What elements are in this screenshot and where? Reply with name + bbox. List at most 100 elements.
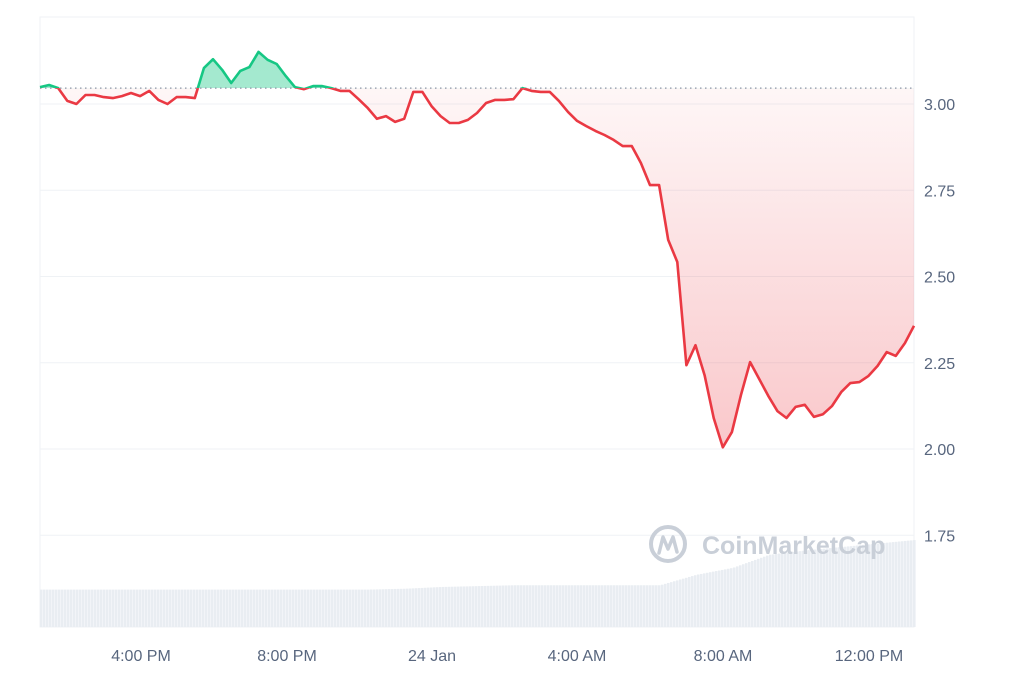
data-point[interactable] bbox=[237, 68, 243, 74]
data-point[interactable] bbox=[356, 96, 362, 102]
data-point[interactable] bbox=[647, 182, 653, 188]
data-point[interactable] bbox=[674, 259, 680, 265]
data-point[interactable] bbox=[683, 362, 689, 368]
data-point[interactable] bbox=[729, 429, 735, 435]
data-point[interactable] bbox=[911, 323, 917, 329]
data-point[interactable] bbox=[483, 100, 489, 106]
data-point[interactable] bbox=[365, 105, 371, 111]
data-point[interactable] bbox=[711, 415, 717, 421]
data-point[interactable] bbox=[793, 404, 799, 410]
data-point[interactable] bbox=[529, 88, 535, 94]
data-point[interactable] bbox=[665, 237, 671, 243]
data-point[interactable] bbox=[155, 97, 161, 103]
data-point[interactable] bbox=[656, 182, 662, 188]
data-point[interactable] bbox=[347, 88, 353, 94]
data-point[interactable] bbox=[292, 84, 298, 90]
data-point[interactable] bbox=[802, 402, 808, 408]
data-point[interactable] bbox=[756, 376, 762, 382]
data-point[interactable] bbox=[110, 95, 116, 101]
data-point[interactable] bbox=[738, 392, 744, 398]
data-point[interactable] bbox=[383, 113, 389, 119]
data-point[interactable] bbox=[246, 64, 252, 70]
data-point[interactable] bbox=[64, 98, 70, 104]
data-point[interactable] bbox=[884, 349, 890, 355]
data-point[interactable] bbox=[829, 403, 835, 409]
data-point[interactable] bbox=[73, 101, 79, 107]
data-point[interactable] bbox=[811, 414, 817, 420]
data-point[interactable] bbox=[784, 415, 790, 421]
volume-bar bbox=[562, 585, 565, 627]
data-point[interactable] bbox=[419, 89, 425, 95]
data-point[interactable] bbox=[620, 143, 626, 149]
data-point[interactable] bbox=[856, 379, 862, 385]
data-point[interactable] bbox=[228, 80, 234, 86]
data-point[interactable] bbox=[219, 67, 225, 73]
data-point[interactable] bbox=[875, 363, 881, 369]
data-point[interactable] bbox=[538, 89, 544, 95]
data-point[interactable] bbox=[902, 340, 908, 346]
data-point[interactable] bbox=[501, 97, 507, 103]
data-point[interactable] bbox=[629, 143, 635, 149]
data-point[interactable] bbox=[183, 94, 189, 100]
data-point[interactable] bbox=[556, 98, 562, 104]
data-point[interactable] bbox=[838, 389, 844, 395]
data-point[interactable] bbox=[401, 116, 407, 122]
data-point[interactable] bbox=[574, 118, 580, 124]
data-point[interactable] bbox=[374, 116, 380, 122]
data-point[interactable] bbox=[119, 93, 125, 99]
data-point[interactable] bbox=[520, 85, 526, 91]
data-point[interactable] bbox=[392, 119, 398, 125]
data-point[interactable] bbox=[256, 49, 262, 55]
data-point[interactable] bbox=[702, 372, 708, 378]
data-point[interactable] bbox=[192, 95, 198, 101]
data-point[interactable] bbox=[46, 82, 52, 88]
data-point[interactable] bbox=[638, 160, 644, 166]
data-point[interactable] bbox=[337, 88, 343, 94]
data-point[interactable] bbox=[865, 373, 871, 379]
data-point[interactable] bbox=[565, 109, 571, 115]
data-point[interactable] bbox=[720, 444, 726, 450]
data-point[interactable] bbox=[820, 411, 826, 417]
data-point[interactable] bbox=[92, 92, 98, 98]
data-point[interactable] bbox=[146, 88, 152, 94]
price-line-down[interactable] bbox=[40, 52, 916, 449]
data-point[interactable] bbox=[328, 85, 334, 91]
data-point[interactable] bbox=[301, 86, 307, 92]
data-point[interactable] bbox=[492, 97, 498, 103]
data-point[interactable] bbox=[693, 342, 699, 348]
data-point[interactable] bbox=[174, 94, 180, 100]
data-point[interactable] bbox=[164, 101, 170, 107]
data-point[interactable] bbox=[410, 89, 416, 95]
data-point[interactable] bbox=[310, 83, 316, 89]
data-point[interactable] bbox=[37, 84, 43, 90]
data-point[interactable] bbox=[55, 85, 61, 91]
data-point[interactable] bbox=[774, 408, 780, 414]
data-point[interactable] bbox=[137, 93, 143, 99]
data-point[interactable] bbox=[765, 393, 771, 399]
data-point[interactable] bbox=[447, 120, 453, 126]
data-point[interactable] bbox=[547, 89, 553, 95]
data-point[interactable] bbox=[601, 132, 607, 138]
data-point[interactable] bbox=[465, 117, 471, 123]
volume-bar bbox=[292, 589, 295, 627]
data-point[interactable] bbox=[319, 83, 325, 89]
data-point[interactable] bbox=[201, 65, 207, 71]
data-point[interactable] bbox=[210, 56, 216, 62]
data-point[interactable] bbox=[583, 123, 589, 129]
data-point[interactable] bbox=[438, 113, 444, 119]
data-point[interactable] bbox=[265, 57, 271, 63]
data-point[interactable] bbox=[747, 359, 753, 365]
data-point[interactable] bbox=[611, 137, 617, 143]
data-point[interactable] bbox=[274, 61, 280, 67]
data-point[interactable] bbox=[510, 96, 516, 102]
data-point[interactable] bbox=[893, 353, 899, 359]
data-point[interactable] bbox=[847, 380, 853, 386]
data-point[interactable] bbox=[101, 94, 107, 100]
data-point[interactable] bbox=[592, 128, 598, 134]
data-point[interactable] bbox=[128, 90, 134, 96]
data-point[interactable] bbox=[83, 92, 89, 98]
data-point[interactable] bbox=[283, 73, 289, 79]
data-point[interactable] bbox=[428, 103, 434, 109]
data-point[interactable] bbox=[456, 120, 462, 126]
data-point[interactable] bbox=[474, 110, 480, 116]
